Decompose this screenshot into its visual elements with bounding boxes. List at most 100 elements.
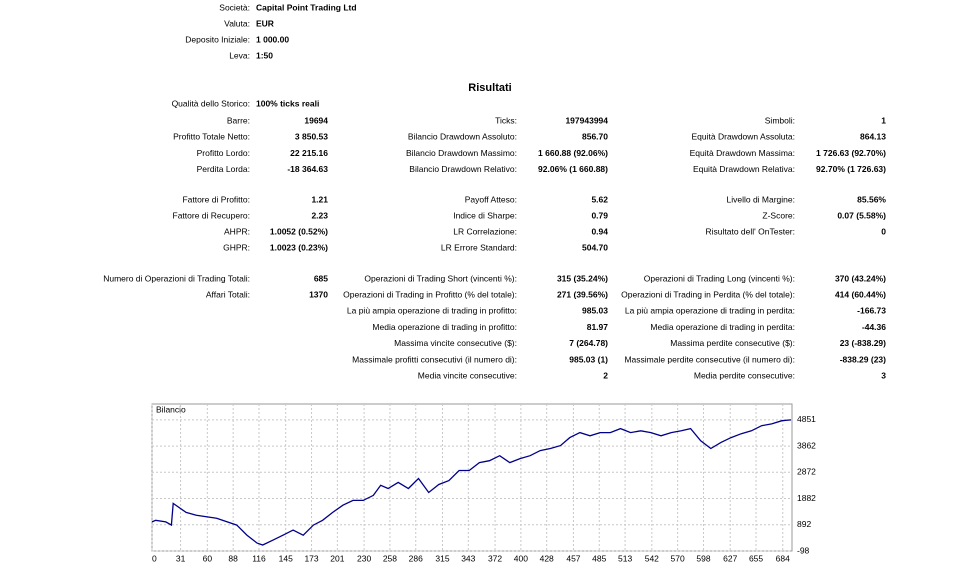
stat-label: Bilancio Drawdown Assoluto:	[408, 132, 517, 142]
stat-value: 0.07 (5.58%)	[837, 210, 886, 220]
stat-value: 315 (35.24%)	[557, 273, 608, 283]
stat-value: 685	[314, 273, 328, 283]
stat-value: -838.29 (23)	[840, 354, 886, 364]
stat-label: Bilancio Drawdown Massimo:	[406, 148, 517, 158]
stat-label: Media operazione di trading in profitto:	[372, 322, 517, 332]
x-tick-label: 31	[176, 553, 186, 563]
x-tick-label: 400	[514, 553, 528, 563]
x-tick-label: 343	[461, 553, 475, 563]
stat-value: 1 660.88 (92.06%)	[538, 148, 608, 158]
header-value: 1:50	[256, 50, 273, 60]
balance-line	[151, 419, 792, 546]
stat-value: 0.94	[591, 226, 608, 236]
stat-value: 0.79	[591, 210, 608, 220]
x-tick-label: 88	[228, 553, 238, 563]
stat-label: Massima vincite consecutive ($):	[394, 338, 517, 348]
stat-value: 22 215.16	[290, 148, 328, 158]
stat-label: Qualità dello Storico:	[172, 98, 250, 108]
stat-value: 985.03	[582, 306, 608, 316]
stat-label: Equità Drawdown Massima:	[690, 148, 795, 158]
stat-value: 0	[881, 226, 886, 236]
header-label: Deposito Iniziale:	[185, 34, 250, 44]
stat-label: Equità Drawdown Relativa:	[693, 164, 795, 174]
y-tick-label: 892	[797, 519, 811, 529]
x-tick-label: 457	[566, 553, 580, 563]
stat-value: 271 (39.56%)	[557, 289, 608, 299]
x-tick-label: 428	[540, 553, 554, 563]
header-label: Valuta:	[224, 18, 250, 28]
stat-label: Massima perdite consecutive ($):	[670, 338, 795, 348]
x-tick-label: 315	[435, 553, 449, 563]
stat-value: 985.03 (1)	[569, 354, 608, 364]
y-tick-label: 2872	[797, 467, 816, 477]
stat-label: Livello di Margine:	[726, 194, 795, 204]
stat-label: Massimale perdite consecutive (il numero…	[624, 354, 795, 364]
stat-value: -44.36	[862, 322, 886, 332]
y-tick-label: 4851	[797, 414, 816, 424]
stat-label: Profitto Lordo:	[197, 148, 250, 158]
stat-label: AHPR:	[224, 226, 250, 236]
stat-label: Ticks:	[495, 115, 517, 125]
x-tick-label: 230	[357, 553, 371, 563]
stat-value: 504.70	[582, 242, 608, 252]
x-tick-label: 116	[252, 553, 266, 563]
x-tick-label: 286	[409, 553, 423, 563]
stat-label: Operazioni di Trading Short (vincenti %)…	[364, 273, 517, 283]
y-tick-label: 1882	[797, 493, 816, 503]
x-tick-label: 513	[618, 553, 632, 563]
stat-label: Equità Drawdown Assoluta:	[692, 132, 795, 142]
stat-value: 1370	[309, 289, 328, 299]
stat-value: 2	[603, 370, 608, 380]
x-tick-label: 627	[723, 553, 737, 563]
stat-value: 100% ticks reali	[256, 98, 319, 108]
stat-label: Media perdite consecutive:	[694, 370, 795, 380]
stat-label: Fattore di Profitto:	[182, 194, 250, 204]
y-tick-label: -98	[797, 545, 810, 555]
stat-label: Payoff Atteso:	[465, 194, 517, 204]
chart-frame	[151, 403, 793, 552]
stat-label: LR Correlazione:	[453, 226, 517, 236]
stat-value: 370 (43.24%)	[835, 273, 886, 283]
x-tick-label: 655	[749, 553, 763, 563]
stat-value: 1	[881, 115, 886, 125]
stat-label: Risultato dell' OnTester:	[706, 226, 796, 236]
header-label: Leva:	[229, 50, 250, 60]
stat-value: 23 (-838.29)	[840, 338, 886, 348]
x-tick-label: 542	[645, 553, 659, 563]
stat-value: 1.21	[311, 194, 328, 204]
stat-value: 864.13	[860, 132, 886, 142]
stat-label: Media operazione di trading in perdita:	[650, 322, 795, 332]
stat-value: 85.56%	[857, 194, 886, 204]
x-tick-label: 485	[592, 553, 606, 563]
stat-label: Affari Totali:	[206, 289, 250, 299]
stat-value: 856.70	[582, 132, 608, 142]
stat-value: -166.73	[857, 306, 886, 316]
x-tick-label: 570	[671, 553, 685, 563]
stat-value: 414 (60.44%)	[835, 289, 886, 299]
stat-label: Bilancio Drawdown Relativo:	[409, 164, 517, 174]
stat-label: Perdita Lorda:	[197, 164, 250, 174]
stat-label: Indice di Sharpe:	[453, 210, 517, 220]
stat-value: 7 (264.78)	[569, 338, 608, 348]
stat-label: Numero di Operazioni di Trading Totali:	[103, 273, 250, 283]
header-label: Società:	[219, 2, 250, 12]
x-tick-label: 173	[304, 553, 318, 563]
x-tick-label: 684	[776, 553, 790, 563]
stat-value: 92.06% (1 660.88)	[538, 164, 608, 174]
stat-label: Operazioni di Trading in Perdita (% del …	[621, 289, 795, 299]
stat-label: Operazioni di Trading Long (vincenti %):	[644, 273, 795, 283]
stat-value: 2.23	[311, 210, 328, 220]
stat-label: La più ampia operazione di trading in pr…	[347, 306, 517, 316]
stat-label: Profitto Totale Netto:	[173, 132, 250, 142]
stat-label: GHPR:	[223, 242, 250, 252]
stat-value: 197943994	[565, 115, 608, 125]
stat-label: Operazioni di Trading in Profitto (% del…	[343, 289, 517, 299]
header-value: 1 000.00	[256, 34, 289, 44]
stat-label: Barre:	[227, 115, 250, 125]
stat-value: -18 364.63	[287, 164, 328, 174]
x-tick-label: 0	[152, 553, 157, 563]
x-tick-label: 60	[203, 553, 213, 563]
stat-value: 1.0052 (0.52%)	[270, 226, 328, 236]
